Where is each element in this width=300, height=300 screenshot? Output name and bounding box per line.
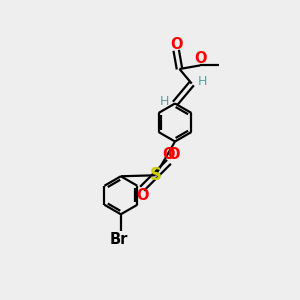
Text: S: S — [149, 166, 161, 184]
Text: H: H — [159, 94, 169, 107]
Text: O: O — [136, 188, 148, 203]
Text: O: O — [194, 51, 206, 66]
Text: H: H — [198, 75, 207, 88]
Text: O: O — [168, 147, 180, 162]
Text: O: O — [163, 147, 175, 162]
Text: O: O — [170, 37, 182, 52]
Text: Br: Br — [109, 232, 128, 247]
